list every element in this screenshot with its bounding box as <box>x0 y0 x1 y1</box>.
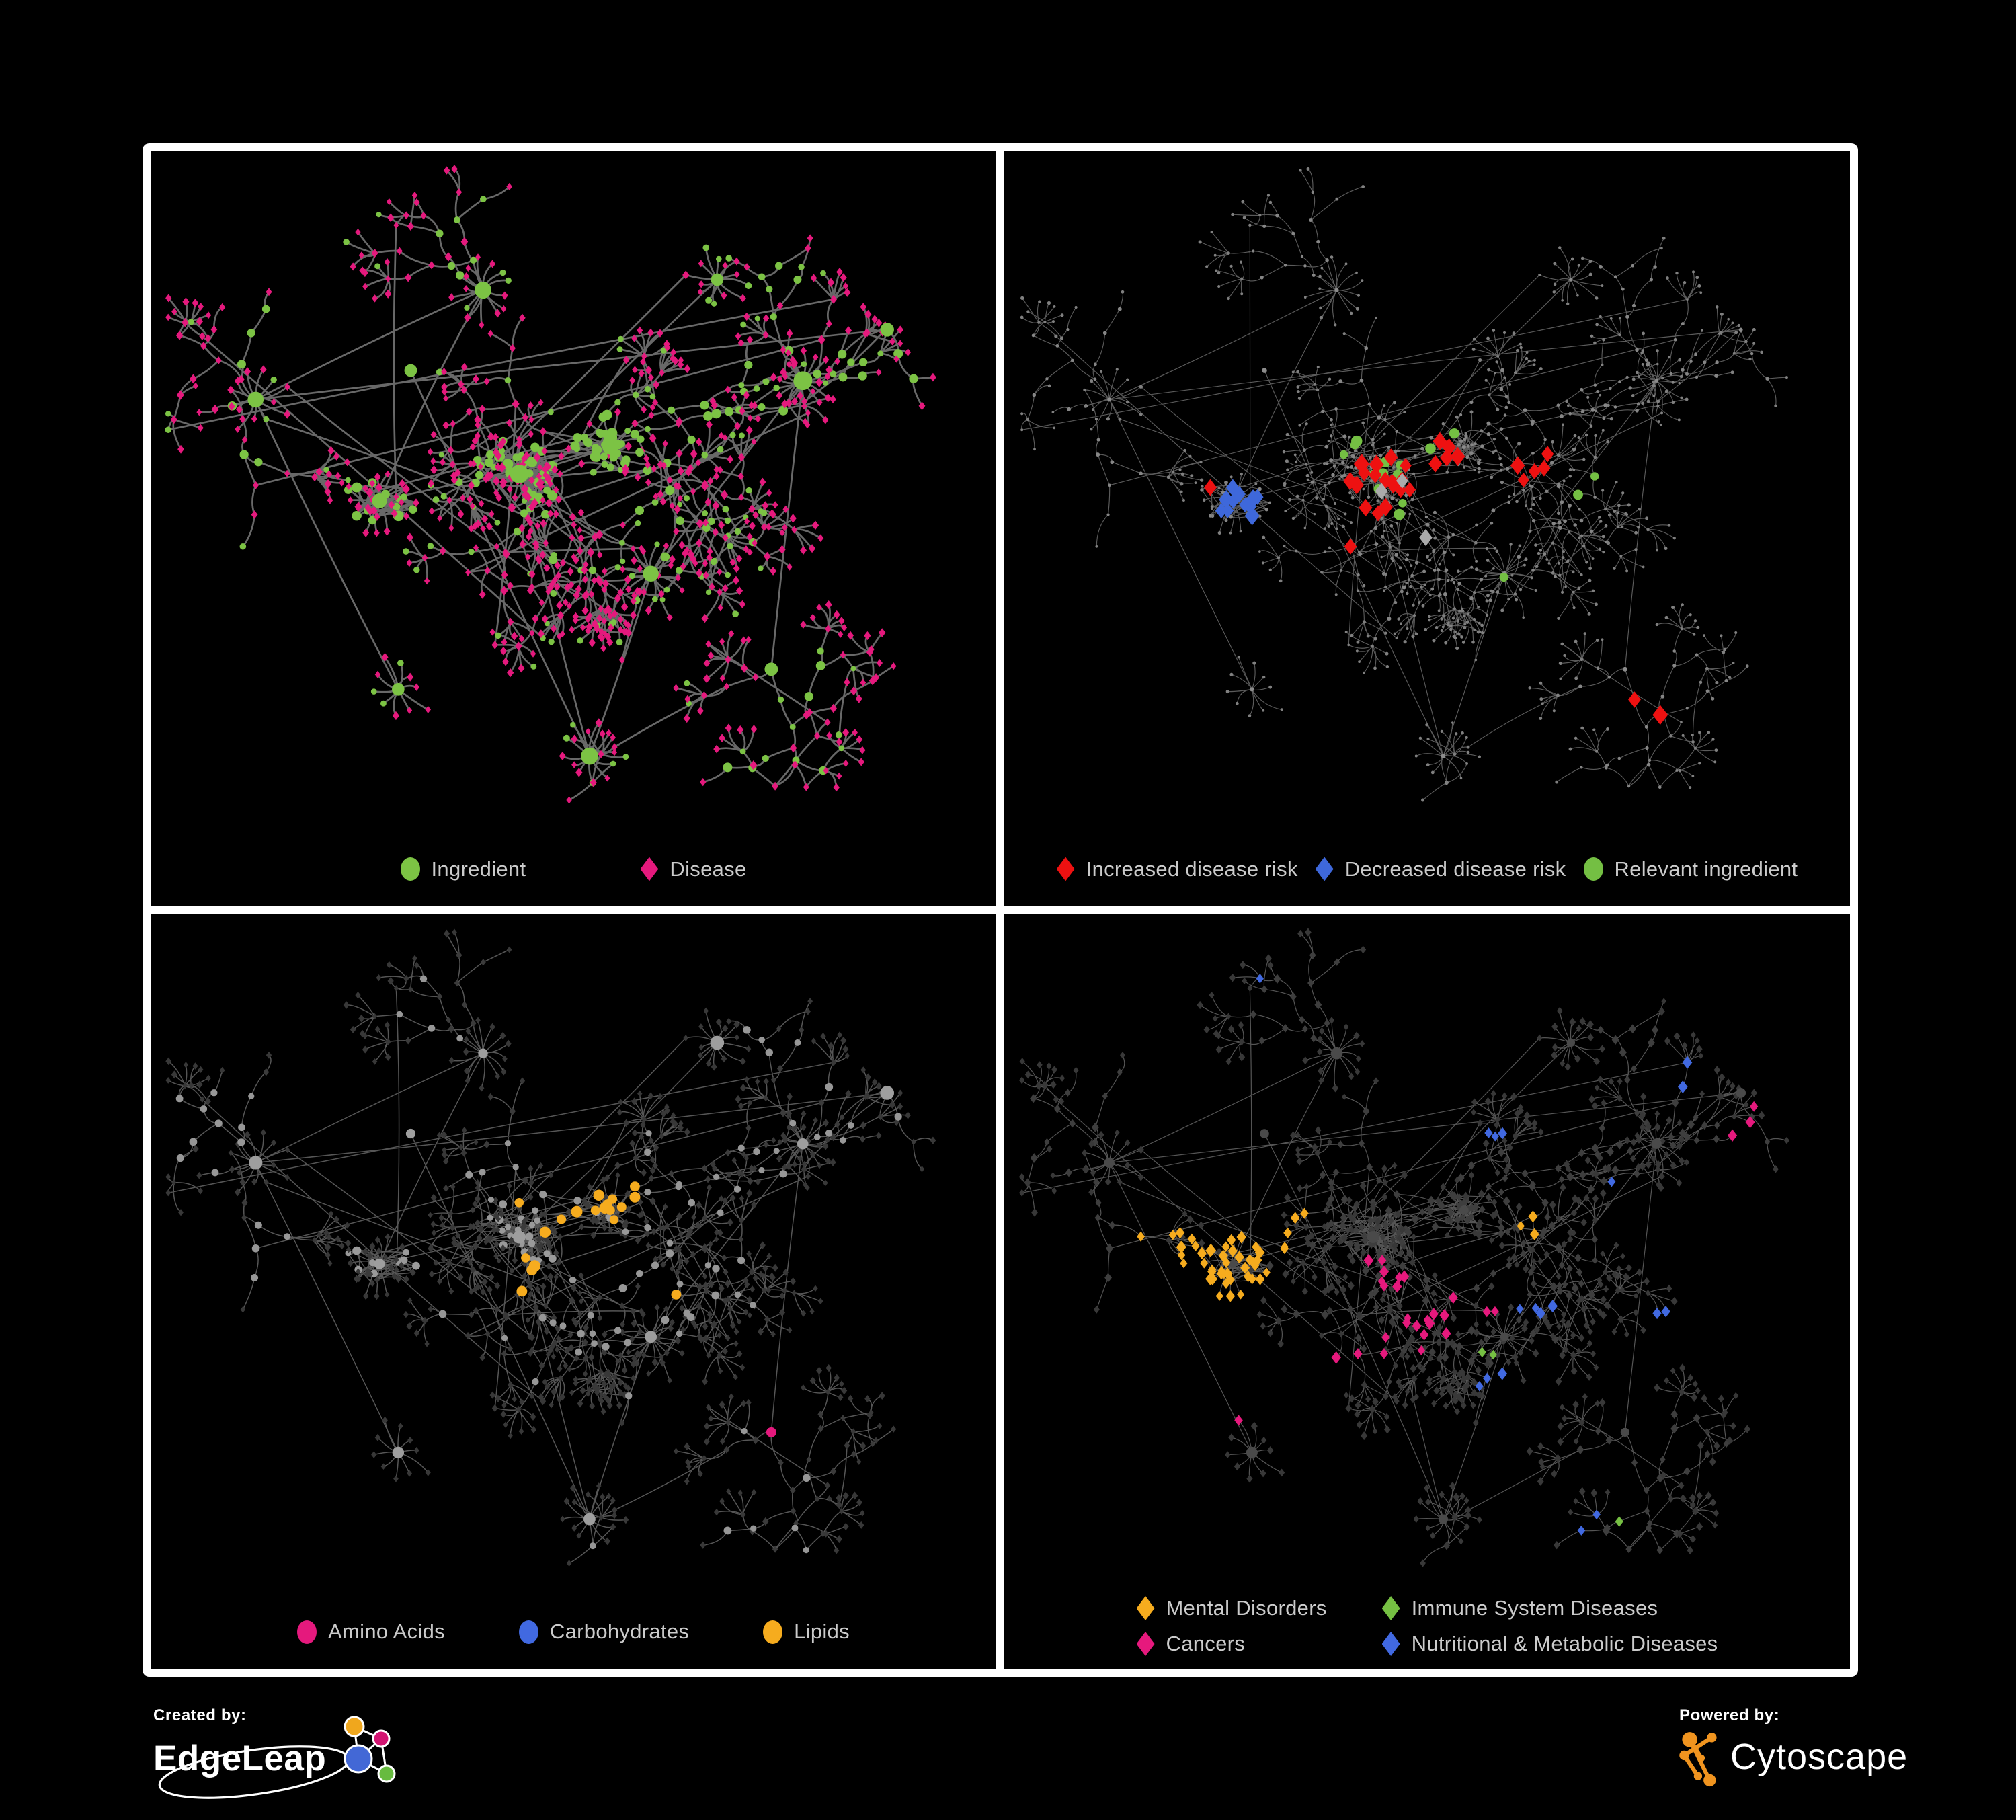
ingredient-disease-network <box>165 165 936 804</box>
lipids-label: Lipids <box>794 1620 850 1643</box>
amino-acids-label: Amino Acids <box>328 1620 445 1643</box>
legend-item-amino-acids: Amino Acids <box>297 1620 445 1644</box>
immune-system-diseases-label: Immune System Diseases <box>1411 1596 1658 1620</box>
disease-risk-legend: Increased disease risk Decreased disease … <box>1004 857 1850 881</box>
edgeleap-logo-icon <box>344 1716 396 1783</box>
nodes-diamond-3e3e3e <box>1030 951 1771 1554</box>
powered-by-label: Powered by: <box>1679 1706 1780 1725</box>
increased-disease-risk-diamond-marker <box>1056 857 1075 881</box>
edgeleap-node-orange <box>344 1716 365 1737</box>
disease-risk-network <box>1020 167 1788 802</box>
powered-by-block: Powered by: Cytoscape <box>1679 1706 1962 1807</box>
nodes-circle-e5197d <box>766 1427 776 1437</box>
cytoscape-logo-icon <box>1679 1732 1717 1787</box>
nodes-diamond-e5197d <box>165 165 936 804</box>
edgeleap-node-pink <box>372 1729 391 1748</box>
disease-classes-legend: Mental Disorders Immune System Diseases Ca… <box>1004 1596 1850 1656</box>
nodes-circle-9a9a9a <box>345 1206 612 1277</box>
nodes-diamond-ababab <box>1375 473 1433 547</box>
created-by-label: Created by: <box>153 1706 247 1725</box>
network-grid-frame: Ingredient Disease Increased disease risk… <box>143 143 1858 1677</box>
ingredient-label: Ingredient <box>431 857 526 881</box>
legend-item-carbohydrates: Carbohydrates <box>518 1620 690 1644</box>
legend-item-immune-system-diseases: Immune System Diseases <box>1381 1596 1718 1620</box>
decreased-disease-risk-diamond-marker <box>1315 857 1334 881</box>
cancers-label: Cancers <box>1166 1632 1246 1655</box>
nutritional-metabolic-diseases-diamond-marker <box>1381 1632 1400 1656</box>
edgeleap-brand-text: EdgeLeap <box>153 1739 327 1779</box>
panel-disease-classes: Mental Disorders Immune System Diseases Ca… <box>1004 914 1850 1669</box>
legend-item-disease: Disease <box>640 857 746 881</box>
legend-item-nutritional-metabolic-diseases: Nutritional & Metabolic Diseases <box>1381 1632 1718 1656</box>
mental-disorders-diamond-marker <box>1136 1596 1155 1620</box>
panel-compound-classes: Amino Acids Carbohydrates Lipids <box>151 914 996 1669</box>
created-by-block: Created by: EdgeLeap <box>153 1706 396 1817</box>
legend-item-decreased-disease-risk: Decreased disease risk <box>1315 857 1566 881</box>
carbohydrates-circle-marker <box>518 1620 538 1644</box>
decreased-disease-risk-label: Decreased disease risk <box>1344 857 1566 881</box>
panel-disease-risk: Increased disease risk Decreased disease … <box>1004 151 1850 906</box>
legend-item-relevant-ingredient: Relevant ingredient <box>1583 857 1798 881</box>
legend-item-ingredient: Ingredient <box>400 857 526 881</box>
cytoscape-brand-text: Cytoscape <box>1730 1737 1908 1777</box>
increased-disease-risk-label: Increased disease risk <box>1086 857 1298 881</box>
legend-item-increased-disease-risk: Increased disease risk <box>1056 857 1298 881</box>
lipids-circle-marker <box>763 1620 783 1644</box>
nodes-diamond-3e68db <box>1215 479 1264 526</box>
relevant-ingredient-circle-marker <box>1583 857 1603 881</box>
nodes-diamond-383838 <box>1018 927 1790 1567</box>
legend-item-cancers: Cancers <box>1136 1632 1327 1656</box>
carbohydrates-label: Carbohydrates <box>549 1620 690 1643</box>
compound-classes-network <box>165 928 936 1567</box>
nodes-circle-7cc344 <box>570 409 645 476</box>
legend-item-lipids: Lipids <box>763 1620 850 1644</box>
immune-system-diseases-diamond-marker <box>1381 1596 1400 1620</box>
nodes-diamond-383838 <box>165 928 936 1567</box>
disease-classes-network <box>1018 927 1790 1567</box>
ingredient-circle-marker <box>400 857 420 881</box>
ingredient-disease-legend: Ingredient Disease <box>151 857 996 881</box>
edgeleap-node-blue <box>344 1744 373 1774</box>
mental-disorders-label: Mental Disorders <box>1166 1596 1327 1620</box>
nutritional-metabolic-diseases-label: Nutritional & Metabolic Diseases <box>1411 1632 1718 1655</box>
compound-classes-legend: Amino Acids Carbohydrates Lipids <box>151 1620 996 1644</box>
disease-label: Disease <box>670 857 747 881</box>
relevant-ingredient-label: Relevant ingredient <box>1614 857 1798 881</box>
amino-acids-circle-marker <box>297 1620 317 1644</box>
cancers-diamond-marker <box>1136 1632 1155 1656</box>
edgeleap-node-green <box>377 1764 396 1783</box>
panel-ingredient-disease: Ingredient Disease <box>151 151 996 906</box>
disease-diamond-marker <box>640 857 659 881</box>
legend-item-mental-disorders: Mental Disorders <box>1136 1596 1327 1620</box>
